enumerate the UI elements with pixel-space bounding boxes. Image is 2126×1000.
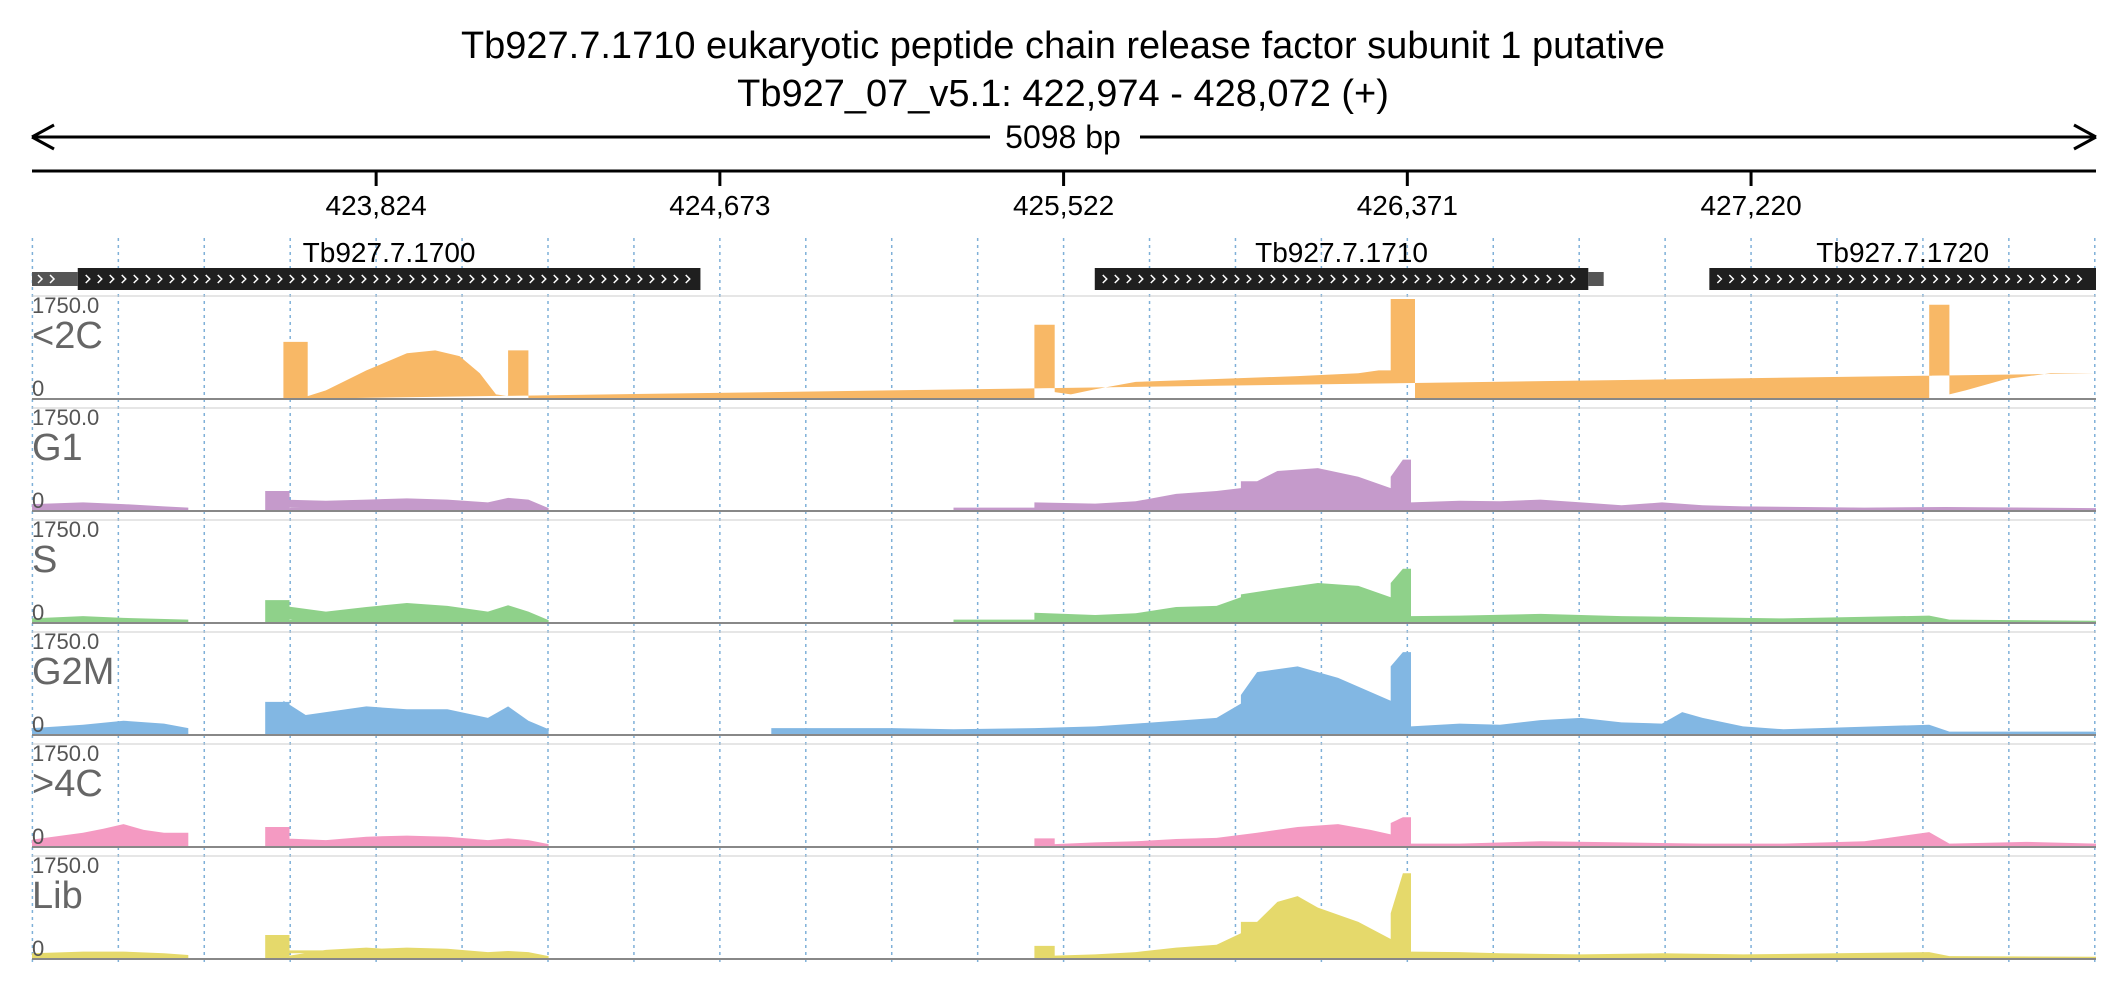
gene-utr (1588, 272, 1604, 286)
x-tick-label: 426,371 (1357, 190, 1458, 221)
span-length-label: 5098 bp (1005, 119, 1121, 155)
gene-track: Tb927.7.1700 Tb927.7.1710 Tb927.7.1720 (32, 237, 2096, 290)
track-label: Lib (32, 875, 83, 917)
y-max-label: 1750.0 (32, 741, 99, 766)
y-min-label: 0 (32, 712, 44, 737)
arrow-right-icon (2073, 123, 2097, 151)
coverage-track: 1750.0 0 G1 (32, 405, 2096, 513)
coverage-area (32, 817, 2096, 847)
gene-title: Tb927.7.1710 eukaryotic peptide chain re… (461, 25, 1665, 67)
y-max-label: 1750.0 (32, 293, 99, 318)
strand-arrow-icon (1102, 274, 1576, 284)
y-max-label: 1750.0 (32, 629, 99, 654)
track-label: <2C (32, 315, 103, 357)
track-label: >4C (32, 763, 103, 805)
gene-feature[interactable] (1094, 268, 1589, 290)
span-ruler: 5098 bp (31, 119, 2097, 155)
x-tick-label: 424,673 (669, 190, 770, 221)
track-label: S (32, 539, 57, 581)
coverage-track: 1750.0 0 G2M (32, 629, 2096, 737)
strand-arrow-icon (37, 274, 56, 284)
arrow-left-icon (31, 123, 55, 151)
coverage-area (283, 299, 2096, 399)
x-tick-label: 425,522 (1013, 190, 1114, 221)
grid-lines (31, 238, 2096, 963)
track-label: G1 (32, 427, 83, 469)
chromosome-location: Tb927_07_v5.1: 422,974 - 428,072 (+) (737, 73, 1389, 115)
x-tick-label: 427,220 (1700, 190, 1801, 221)
coverage-area (32, 568, 2096, 623)
gene-label: Tb927.7.1700 (303, 237, 476, 268)
gene-feature[interactable] (1709, 268, 2096, 290)
x-tick-label: 423,824 (326, 190, 427, 221)
y-min-label: 0 (32, 376, 44, 401)
gene-label: Tb927.7.1710 (1255, 237, 1428, 268)
coverage-track: 1750.0 0 S (32, 517, 2096, 625)
coverage-tracks: 1750.00<2C1750.00G11750.00S1750.00G2M175… (32, 293, 2096, 961)
y-max-label: 1750.0 (32, 405, 99, 430)
strand-arrow-icon (85, 274, 691, 284)
y-min-label: 0 (32, 488, 44, 513)
coverage-track: 1750.0 0 >4C (32, 741, 2096, 849)
coverage-track: 1750.0 0 <2C (32, 293, 2096, 401)
strand-arrow-icon (1716, 274, 2083, 284)
coverage-area (32, 652, 2096, 735)
y-min-label: 0 (32, 936, 44, 961)
gene-label: Tb927.7.1720 (1816, 237, 1989, 268)
coordinate-ticks: 423,824 424,673 425,522 426,371 427,220 (326, 171, 1802, 221)
coverage-track: 1750.0 0 Lib (32, 853, 2096, 961)
y-max-label: 1750.0 (32, 517, 99, 542)
y-min-label: 0 (32, 600, 44, 625)
y-max-label: 1750.0 (32, 853, 99, 878)
track-label: G2M (32, 651, 114, 693)
y-min-label: 0 (32, 824, 44, 849)
